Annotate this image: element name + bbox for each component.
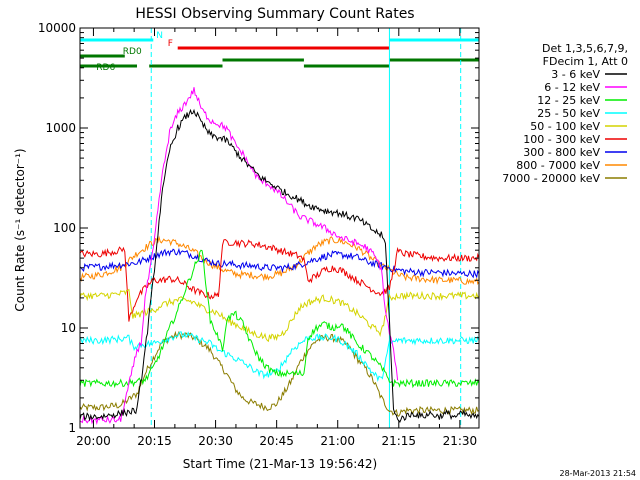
legend-header-0: Det 1,3,5,6,7,9, xyxy=(542,42,628,55)
x-tick-label-3: 20:45 xyxy=(259,434,294,448)
flag-label-2: RD0 xyxy=(123,47,142,57)
legend-label-3: 25 - 50 keV xyxy=(537,107,600,120)
flag-label-0: N xyxy=(156,31,163,41)
series-line-4 xyxy=(79,288,480,343)
legend-label-4: 50 - 100 keV xyxy=(530,120,600,133)
flag-bars: NF RD0 RD6 xyxy=(80,31,479,73)
footer-timestamp: 28-Mar-2013 21:54 xyxy=(560,469,637,478)
legend-label-6: 300 - 800 keV xyxy=(523,146,600,159)
y-axis-label: Count Rate (s⁻¹ detector⁻¹) xyxy=(13,148,27,311)
flag-label-1: F xyxy=(168,39,173,49)
series-line-3 xyxy=(79,331,480,382)
legend-label-1: 6 - 12 keV xyxy=(544,81,600,94)
x-tick-label-2: 20:30 xyxy=(198,434,233,448)
x-tick-label-4: 21:00 xyxy=(320,434,355,448)
legend-header-1: FDecim 1, Att 0 xyxy=(543,55,628,68)
series-line-8 xyxy=(79,330,480,417)
legend-label-2: 12 - 25 keV xyxy=(537,94,600,107)
x-axis-label: Start Time (21-Mar-13 19:56:42) xyxy=(183,457,377,471)
legend-label-0: 3 - 6 keV xyxy=(551,68,600,81)
y-tick-label-2: 100 xyxy=(53,221,76,235)
legend-label-5: 100 - 300 keV xyxy=(523,133,600,146)
y-tick-label-3: 1000 xyxy=(45,121,76,135)
series-line-5 xyxy=(79,238,480,322)
series-line-1 xyxy=(79,87,399,425)
x-tick-label-6: 21:30 xyxy=(443,434,478,448)
series-line-6 xyxy=(79,247,480,279)
legend-label-7: 800 - 7000 keV xyxy=(516,159,600,172)
plot-frame xyxy=(79,27,480,429)
y-tick-label-1: 10 xyxy=(61,321,76,335)
y-tick-label-0: 1 xyxy=(68,421,76,435)
series-line-2 xyxy=(79,249,480,389)
axes: 1 10 100 1000 10000 20:00 20:15 20:30 20:45 21:00… xyxy=(38,21,479,448)
legend: Det 1,3,5,6,7,9,FDecim 1, Att 03 - 6 keV… xyxy=(502,42,628,185)
series-line-0 xyxy=(79,108,480,423)
chart-title: HESSI Observing Summary Count Rates xyxy=(135,6,414,22)
legend-label-8: 7000 - 20000 keV xyxy=(502,172,600,185)
y-tick-label-4: 10000 xyxy=(38,21,76,35)
x-tick-label-1: 20:15 xyxy=(137,434,172,448)
x-tick-label-0: 20:00 xyxy=(76,434,111,448)
flag-label-4: RD6 xyxy=(96,63,115,73)
x-tick-label-5: 21:15 xyxy=(381,434,416,448)
series-line-7 xyxy=(79,235,480,285)
plot-area xyxy=(79,28,480,428)
